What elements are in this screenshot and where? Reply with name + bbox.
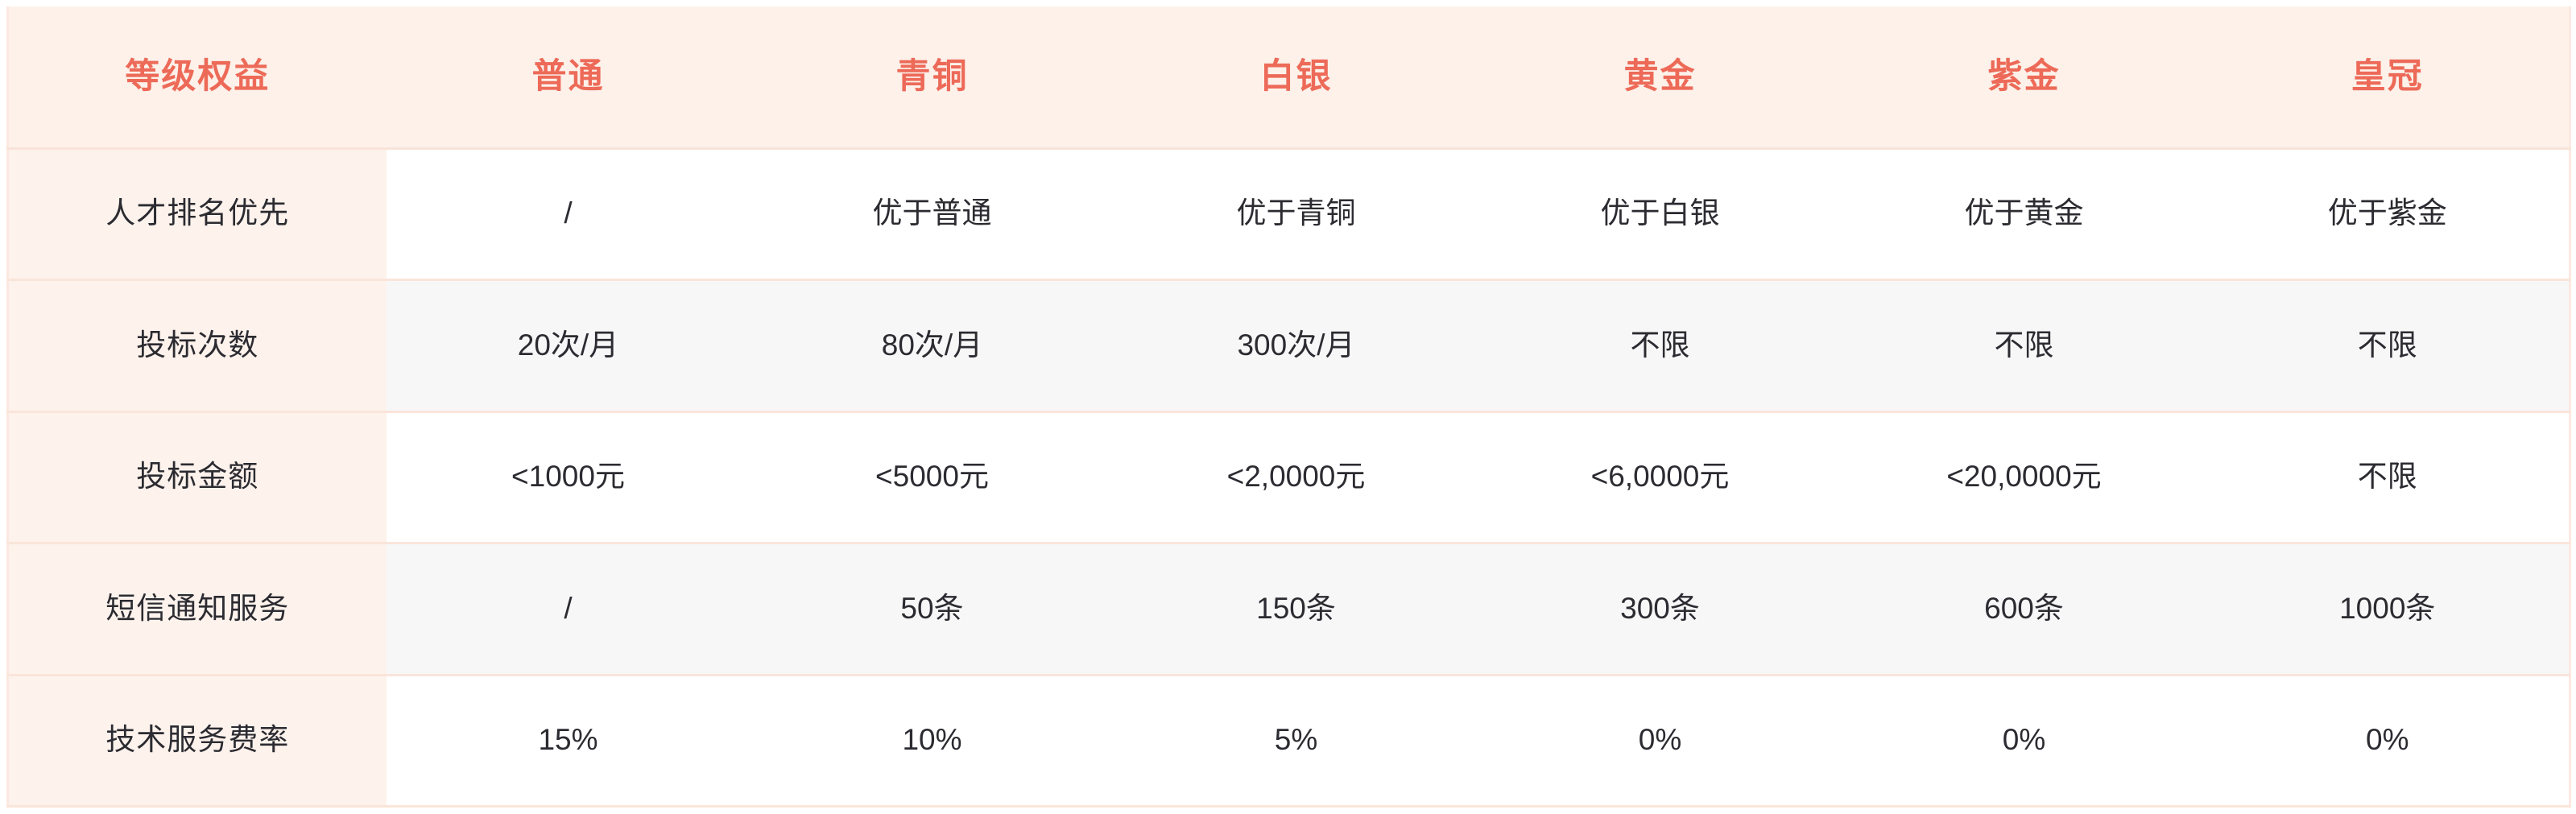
column-header-qingtong-label: 青铜 (895, 56, 969, 96)
cell-huangguan: 优于紫金 (2206, 148, 2570, 281)
cell-putong: 20次/月 (386, 279, 750, 413)
column-header-benefit-label: 等级权益 (125, 56, 271, 96)
cell-value: <20,0000元 (1946, 460, 2102, 494)
cell-value: 0% (2002, 723, 2046, 757)
cell-value: 15% (538, 723, 598, 757)
cell-value: 5% (1274, 723, 1318, 757)
cell-value: 150条 (1256, 591, 1336, 625)
cell-huangjin: <6,0000元 (1478, 411, 1842, 544)
cell-value: 20次/月 (517, 328, 619, 362)
row-label-cell: 人才排名优先 (7, 148, 387, 281)
cell-huangjin: 优于白银 (1478, 148, 1842, 281)
row-label-cell: 投标次数 (7, 279, 387, 413)
column-header-huangjin: 黄金 (1478, 6, 1842, 150)
table-row: 短信通知服务 / 50条 150条 300条 600条 1000 (7, 543, 2570, 676)
cell-baiyin: 优于青铜 (1114, 148, 1478, 281)
cell-putong: / (386, 543, 750, 676)
table-row: 投标次数 20次/月 80次/月 300次/月 不限 不限 不限 (7, 279, 2570, 413)
row-label: 投标次数 (136, 328, 259, 362)
cell-value: / (564, 591, 573, 625)
cell-huangguan: 0% (2206, 675, 2570, 808)
column-header-huangjin-label: 黄金 (1623, 56, 1697, 96)
table-row: 投标金额 <1000元 <5000元 <2,0000元 <6,0000元 <20… (7, 411, 2570, 544)
level-benefits-table: 等级权益 普通 青铜 白银 黄金 紫金 皇冠 (6, 6, 2571, 808)
table-header: 等级权益 普通 青铜 白银 黄金 紫金 皇冠 (7, 6, 2570, 150)
cell-value: 50条 (900, 591, 964, 625)
column-header-putong-label: 普通 (531, 56, 605, 96)
row-label-cell: 技术服务费率 (7, 675, 387, 808)
cell-value: 10% (902, 723, 962, 757)
cell-value: 优于黄金 (1964, 196, 2084, 230)
cell-value: 优于白银 (1600, 196, 1720, 230)
cell-value: 优于普通 (872, 196, 992, 230)
column-header-huangguan: 皇冠 (2206, 6, 2570, 150)
cell-value: 0% (1638, 723, 1682, 757)
cell-value: / (564, 196, 573, 230)
table-row: 人才排名优先 / 优于普通 优于青铜 优于白银 优于黄金 优于紫 (7, 148, 2570, 281)
row-label-cell: 投标金额 (7, 411, 387, 544)
cell-huangjin: 300条 (1478, 543, 1842, 676)
cell-zijin: 不限 (1842, 279, 2206, 413)
table-body: 人才排名优先 / 优于普通 优于青铜 优于白银 优于黄金 优于紫 (7, 148, 2570, 808)
cell-value: 优于青铜 (1236, 196, 1356, 230)
table-header-row: 等级权益 普通 青铜 白银 黄金 紫金 皇冠 (7, 6, 2570, 150)
row-label-cell: 短信通知服务 (7, 543, 387, 676)
column-header-baiyin-label: 白银 (1259, 56, 1333, 96)
cell-zijin: 优于黄金 (1842, 148, 2206, 281)
cell-value: 300次/月 (1237, 328, 1355, 362)
cell-huangguan: 不限 (2206, 411, 2570, 544)
column-header-zijin-label: 紫金 (1987, 56, 2061, 96)
cell-value: <2,0000元 (1226, 460, 1366, 494)
cell-huangjin: 0% (1478, 675, 1842, 808)
cell-qingtong: 10% (750, 675, 1114, 808)
cell-baiyin: <2,0000元 (1114, 411, 1478, 544)
cell-zijin: 600条 (1842, 543, 2206, 676)
cell-value: 600条 (1984, 591, 2064, 625)
cell-qingtong: <5000元 (750, 411, 1114, 544)
cell-baiyin: 150条 (1114, 543, 1478, 676)
cell-value: 1000条 (2339, 591, 2436, 625)
table-row: 技术服务费率 15% 10% 5% 0% 0% 0% (7, 675, 2570, 808)
cell-huangguan: 1000条 (2206, 543, 2570, 676)
cell-value: 80次/月 (881, 328, 983, 362)
row-label: 投标金额 (136, 460, 259, 494)
cell-zijin: <20,0000元 (1842, 411, 2206, 544)
column-header-putong: 普通 (386, 6, 750, 150)
cell-value: <1000元 (511, 460, 625, 494)
column-header-huangguan-label: 皇冠 (2351, 56, 2424, 96)
cell-huangguan: 不限 (2206, 279, 2570, 413)
cell-qingtong: 50条 (750, 543, 1114, 676)
column-header-benefit: 等级权益 (7, 6, 387, 150)
cell-huangjin: 不限 (1478, 279, 1842, 413)
cell-value: 不限 (1630, 328, 1690, 362)
cell-value: <6,0000元 (1590, 460, 1730, 494)
column-header-baiyin: 白银 (1114, 6, 1478, 150)
cell-value: 不限 (2357, 460, 2417, 494)
cell-zijin: 0% (1842, 675, 2206, 808)
row-label: 技术服务费率 (105, 723, 290, 757)
cell-value: <5000元 (875, 460, 989, 494)
cell-value: 优于紫金 (2327, 196, 2447, 230)
column-header-zijin: 紫金 (1842, 6, 2206, 150)
cell-putong: <1000元 (386, 411, 750, 544)
cell-value: 不限 (2357, 328, 2417, 362)
row-label: 人才排名优先 (105, 196, 290, 230)
row-label: 短信通知服务 (105, 591, 290, 625)
cell-value: 300条 (1620, 591, 1700, 625)
cell-value: 不限 (1994, 328, 2054, 362)
cell-baiyin: 300次/月 (1114, 279, 1478, 413)
cell-qingtong: 优于普通 (750, 148, 1114, 281)
cell-qingtong: 80次/月 (750, 279, 1114, 413)
cell-value: 0% (2366, 723, 2409, 757)
cell-putong: / (386, 148, 750, 281)
cell-putong: 15% (386, 675, 750, 808)
column-header-qingtong: 青铜 (750, 6, 1114, 150)
cell-baiyin: 5% (1114, 675, 1478, 808)
